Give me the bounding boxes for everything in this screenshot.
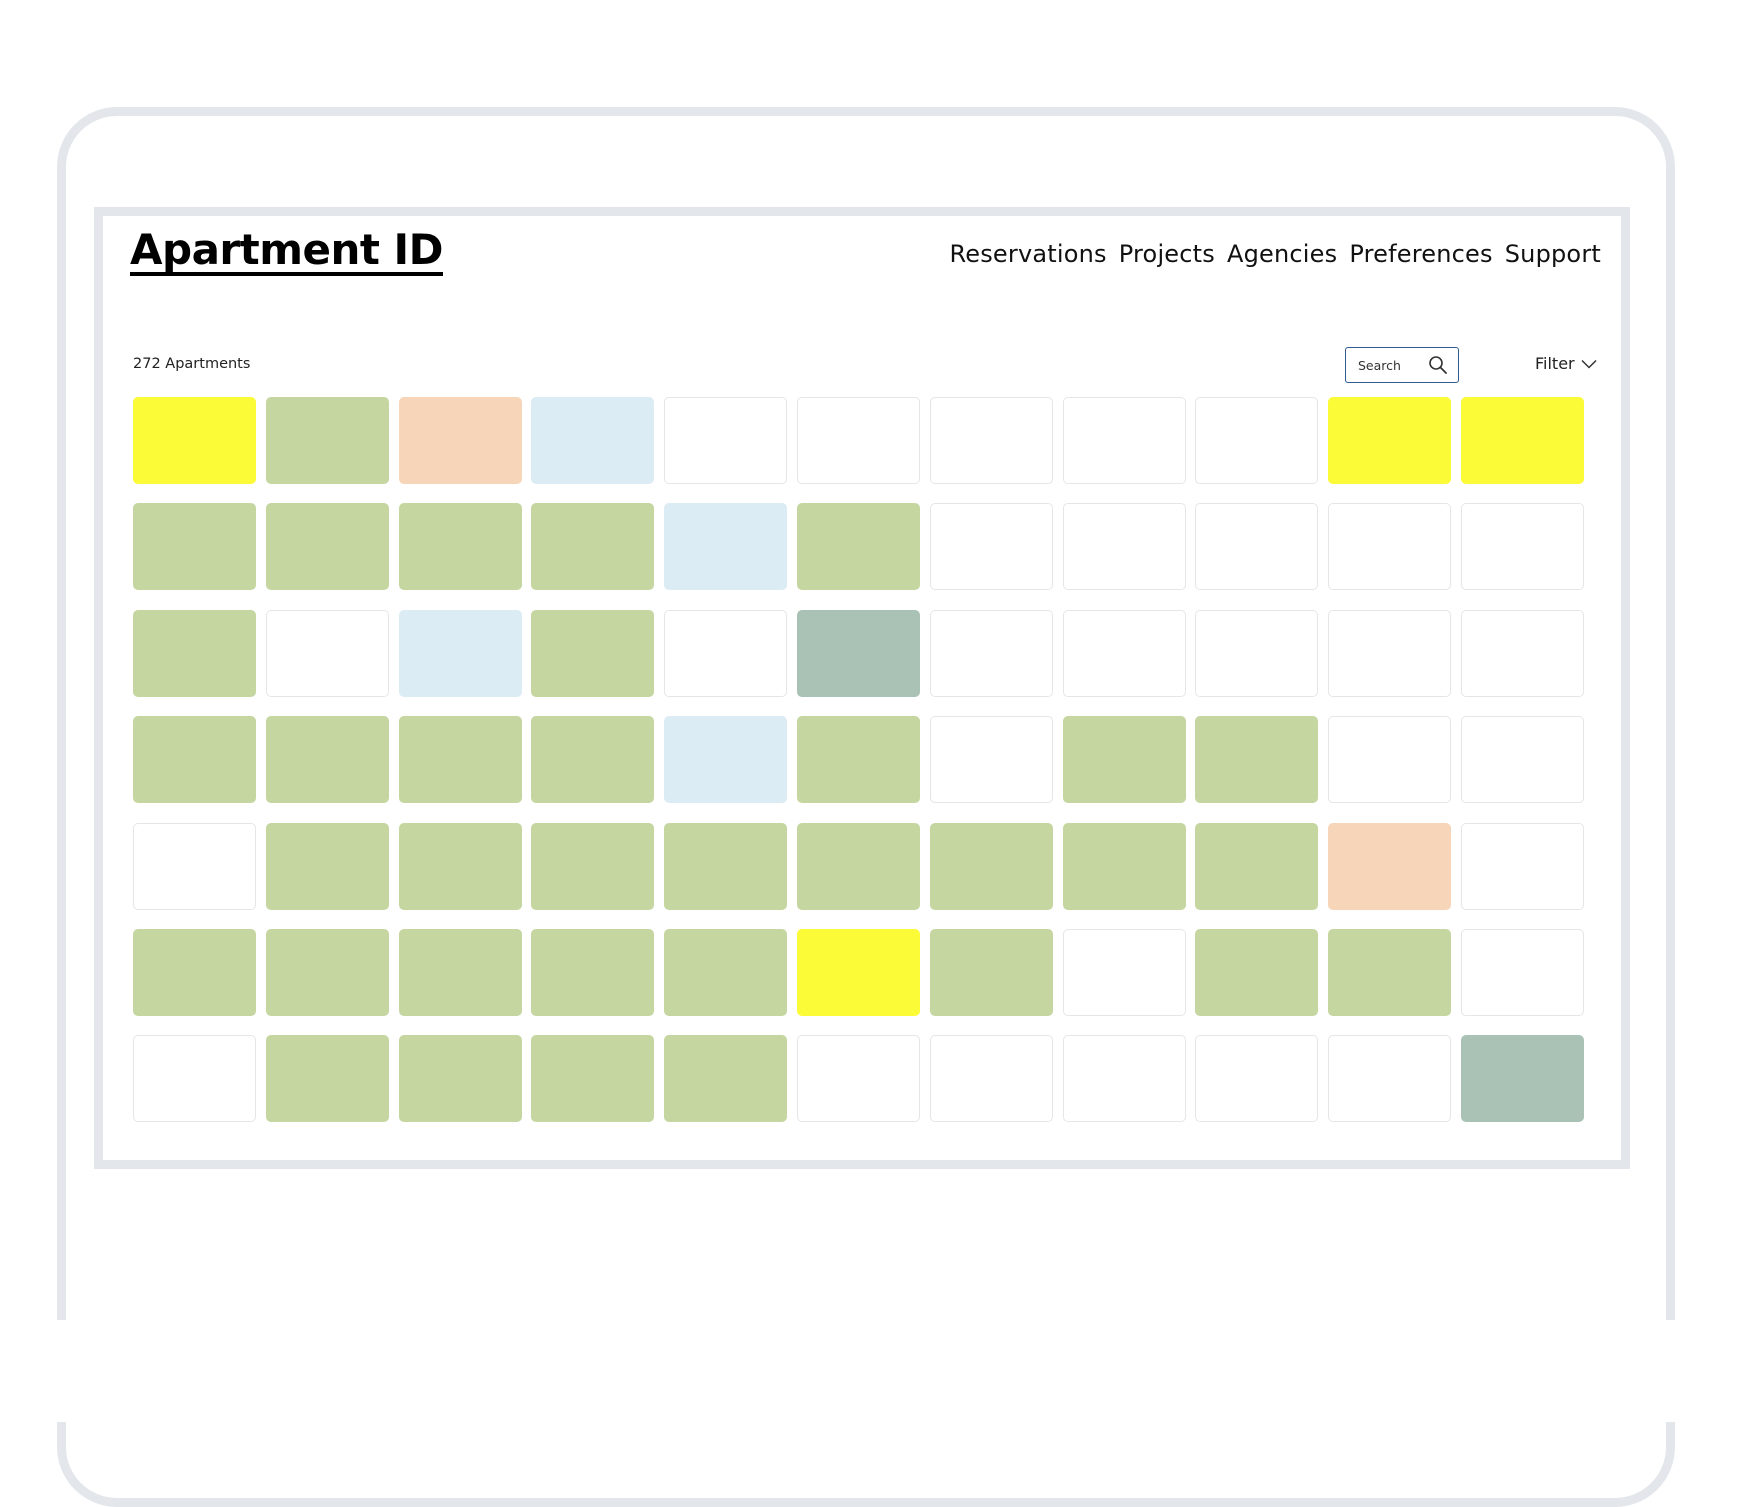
apartment-tile-held[interactable] — [398, 609, 522, 697]
app-logo[interactable]: Apartment ID — [130, 225, 444, 276]
apartment-tile-available[interactable] — [929, 822, 1053, 910]
apartment-tile-available[interactable] — [398, 928, 522, 1016]
apartment-tile-available[interactable] — [133, 716, 256, 804]
filter-dropdown[interactable]: Filter — [1535, 354, 1597, 373]
apartment-tile-empty[interactable] — [929, 716, 1053, 804]
apartment-tile-empty[interactable] — [133, 822, 256, 910]
apartment-tile-available[interactable] — [265, 397, 389, 484]
apartment-tile-available[interactable] — [796, 822, 920, 910]
apartment-tile-available[interactable] — [265, 822, 389, 910]
apartment-tile-empty[interactable] — [664, 609, 788, 697]
nav-item-projects[interactable]: Projects — [1118, 240, 1215, 268]
main-nav: Reservations Projects Agencies Preferenc… — [949, 240, 1601, 268]
apartment-tile-empty[interactable] — [929, 503, 1053, 591]
apartment-tile-reserved[interactable] — [1328, 397, 1452, 484]
apartment-tile-available[interactable] — [664, 1035, 788, 1123]
apartment-tile-available[interactable] — [265, 1035, 389, 1123]
page-background — [0, 1320, 1738, 1422]
apartment-tile-empty[interactable] — [1062, 397, 1186, 484]
apartment-tile-sold[interactable] — [1460, 1035, 1584, 1123]
apartment-tile-empty[interactable] — [929, 1035, 1053, 1123]
apartment-tile-available[interactable] — [929, 928, 1053, 1016]
apartment-tile-empty[interactable] — [1195, 609, 1319, 697]
apartment-tile-empty[interactable] — [929, 609, 1053, 697]
apartment-tile-available[interactable] — [531, 609, 655, 697]
apartment-tile-empty[interactable] — [796, 1035, 920, 1123]
apartment-tile-available[interactable] — [531, 822, 655, 910]
apartment-tile-empty[interactable] — [1195, 503, 1319, 591]
apartment-tile-empty[interactable] — [796, 397, 920, 484]
apartment-tile-available[interactable] — [1195, 716, 1319, 804]
apartment-tile-available[interactable] — [398, 503, 522, 591]
search-icon[interactable] — [1428, 355, 1448, 375]
search-box[interactable] — [1345, 347, 1459, 383]
apartment-tile-available[interactable] — [1062, 716, 1186, 804]
apartment-tile-empty[interactable] — [929, 397, 1053, 484]
filter-label: Filter — [1535, 354, 1575, 373]
apartment-tile-empty[interactable] — [1062, 1035, 1186, 1123]
apartment-tile-reserved[interactable] — [796, 928, 920, 1016]
apartment-tile-available[interactable] — [133, 928, 256, 1016]
apartment-tile-available[interactable] — [664, 928, 788, 1016]
apartment-grid — [133, 397, 1584, 1123]
apartment-tile-available[interactable] — [664, 822, 788, 910]
apartment-tile-available[interactable] — [1195, 822, 1319, 910]
nav-item-support[interactable]: Support — [1504, 240, 1601, 268]
apartment-tile-available[interactable] — [531, 503, 655, 591]
apartment-tile-sold[interactable] — [796, 609, 920, 697]
apartment-tile-available[interactable] — [265, 503, 389, 591]
apartment-tile-available[interactable] — [265, 928, 389, 1016]
apartment-tile-available[interactable] — [796, 503, 920, 591]
apartment-tile-available[interactable] — [398, 716, 522, 804]
search-input[interactable] — [1358, 357, 1418, 373]
apartment-tile-empty[interactable] — [1062, 609, 1186, 697]
apartment-tile-available[interactable] — [531, 1035, 655, 1123]
chevron-down-icon — [1581, 359, 1597, 369]
apartment-tile-available[interactable] — [133, 503, 256, 591]
apartment-tile-reserved[interactable] — [133, 397, 256, 484]
apartment-tile-held[interactable] — [664, 716, 788, 804]
apartment-tile-available[interactable] — [1062, 822, 1186, 910]
apartment-tile-available[interactable] — [531, 928, 655, 1016]
apartment-tile-empty[interactable] — [1195, 397, 1319, 484]
apartment-tile-empty[interactable] — [1195, 1035, 1319, 1123]
apartment-tile-empty[interactable] — [1062, 503, 1186, 591]
apartment-tile-empty[interactable] — [1328, 609, 1452, 697]
apartment-tile-available[interactable] — [1195, 928, 1319, 1016]
apartment-tile-empty[interactable] — [1328, 1035, 1452, 1123]
apartment-tile-available[interactable] — [265, 716, 389, 804]
apartment-tile-empty[interactable] — [1328, 503, 1452, 591]
apartment-tile-pending[interactable] — [398, 397, 522, 484]
apartment-tile-empty[interactable] — [265, 609, 389, 697]
apartment-tile-held[interactable] — [664, 503, 788, 591]
apartment-tile-empty[interactable] — [133, 1035, 256, 1123]
apartment-tile-empty[interactable] — [1460, 716, 1584, 804]
apartment-tile-empty[interactable] — [1460, 609, 1584, 697]
apartment-tile-available[interactable] — [531, 716, 655, 804]
apartment-tile-available[interactable] — [398, 822, 522, 910]
apartment-tile-empty[interactable] — [1460, 503, 1584, 591]
apartment-tile-empty[interactable] — [1460, 822, 1584, 910]
apartment-count: 272 Apartments — [133, 356, 251, 372]
apartment-tile-available[interactable] — [133, 609, 256, 697]
apartment-tile-empty[interactable] — [1328, 716, 1452, 804]
apartment-tile-held[interactable] — [531, 397, 655, 484]
apartment-tile-available[interactable] — [398, 1035, 522, 1123]
apartment-tile-pending[interactable] — [1328, 822, 1452, 910]
apartment-tile-empty[interactable] — [1062, 928, 1186, 1016]
nav-item-agencies[interactable]: Agencies — [1226, 240, 1338, 268]
apartment-tile-reserved[interactable] — [1460, 397, 1584, 484]
apartment-tile-empty[interactable] — [1460, 928, 1584, 1016]
nav-item-preferences[interactable]: Preferences — [1349, 240, 1493, 268]
apartment-tile-available[interactable] — [1328, 928, 1452, 1016]
nav-item-reservations[interactable]: Reservations — [949, 240, 1107, 268]
apartment-tile-available[interactable] — [796, 716, 920, 804]
apartment-tile-empty[interactable] — [664, 397, 788, 484]
